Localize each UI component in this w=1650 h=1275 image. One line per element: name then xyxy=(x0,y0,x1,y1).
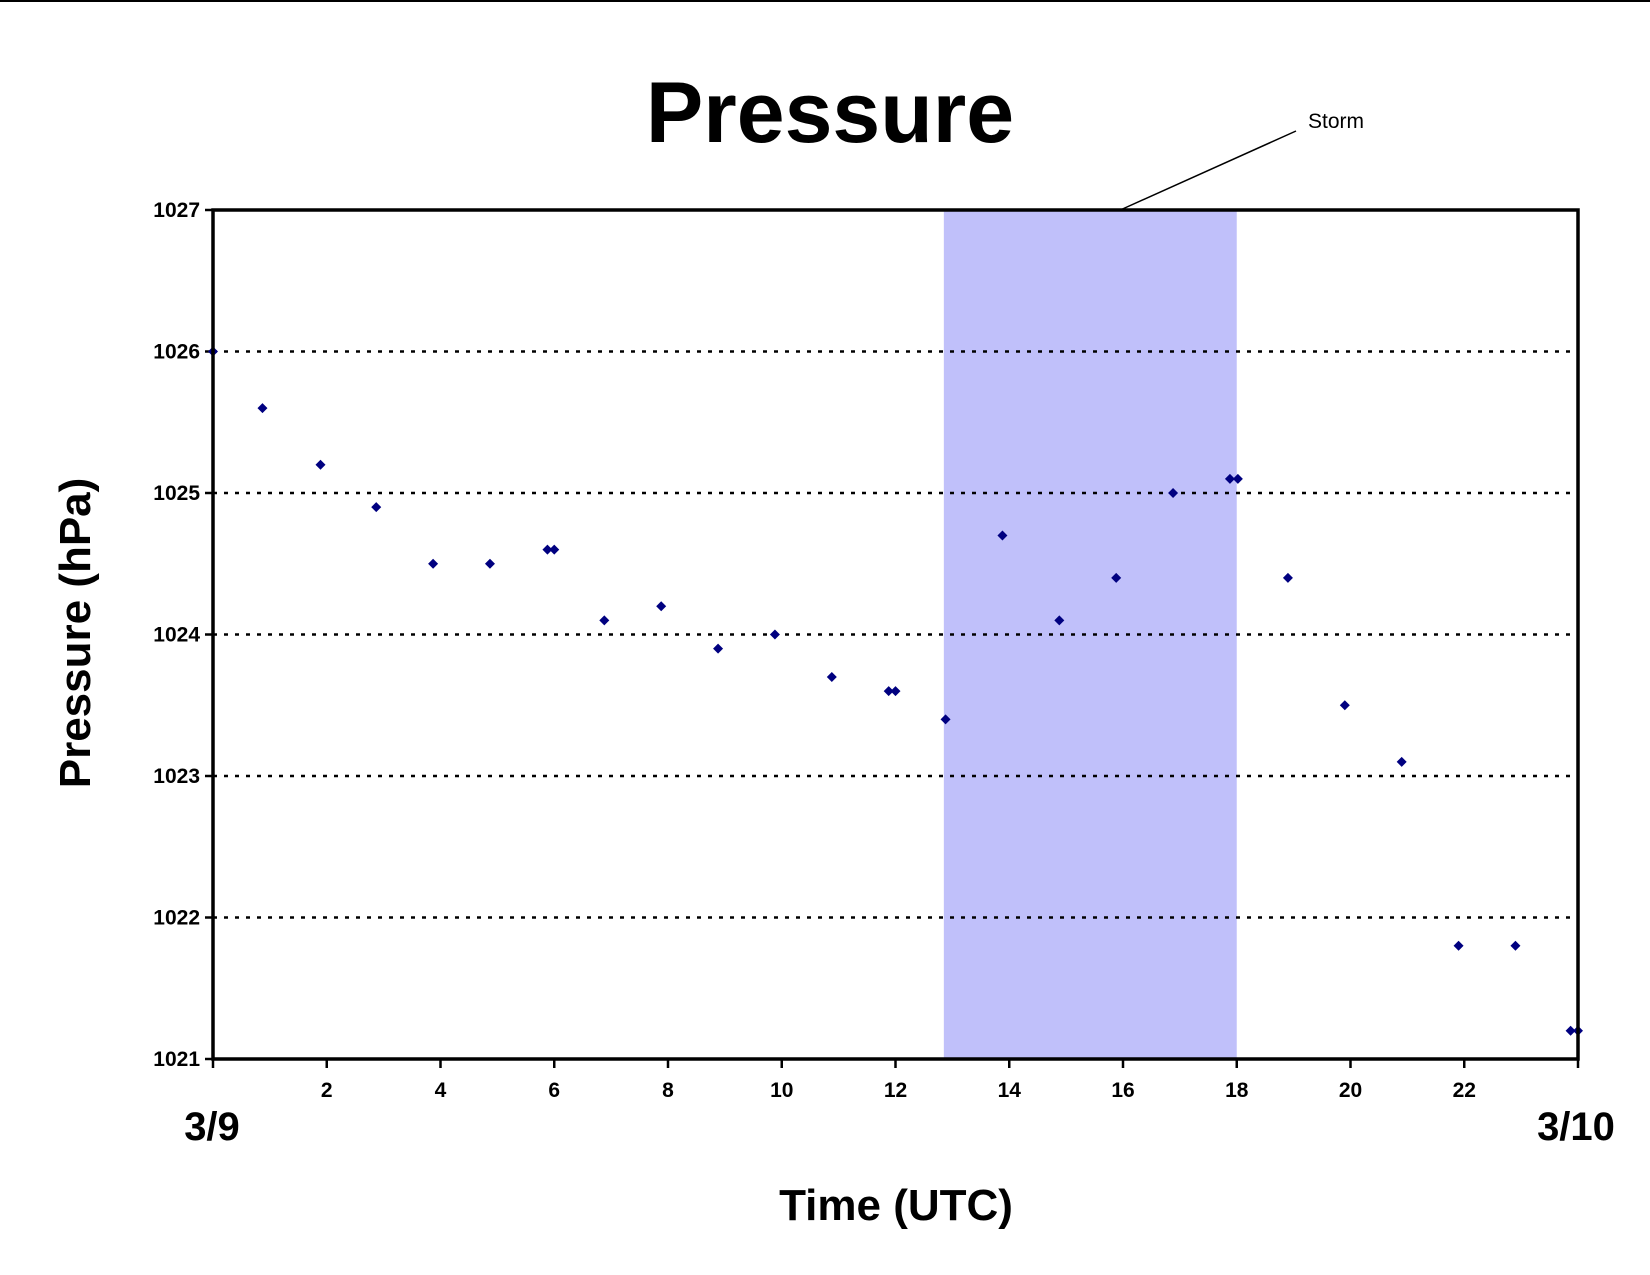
x-tick-label-18: 18 xyxy=(1225,1079,1249,1102)
y-tick-label-1026: 1026 xyxy=(153,341,200,364)
data-points xyxy=(208,346,1583,1036)
storm-leader-line xyxy=(1119,130,1297,211)
y-tick-label-1027: 1027 xyxy=(153,199,200,222)
data-point-10 xyxy=(656,601,667,612)
x-tick-label-14: 14 xyxy=(998,1079,1022,1102)
data-point-5 xyxy=(428,558,439,569)
plot-area-frame xyxy=(211,208,1580,1061)
data-point-2 xyxy=(257,403,268,414)
storm-annotation: Storm xyxy=(943,110,1364,1059)
y-tick-label-1025: 1025 xyxy=(153,482,200,505)
data-point-3 xyxy=(315,459,326,470)
data-point-24 xyxy=(1339,700,1350,711)
date-label-start: 3/9 xyxy=(184,1105,240,1149)
data-point-4 xyxy=(371,502,382,513)
data-point-27 xyxy=(1510,940,1521,951)
data-point-6 xyxy=(484,558,495,569)
x-tick-label-4: 4 xyxy=(435,1079,447,1102)
y-axis-ticks: 1021 1022 1023 1024 1025 1026 1027 xyxy=(153,199,213,1071)
x-tick-label-10: 10 xyxy=(770,1079,793,1102)
data-point-26 xyxy=(1453,940,1464,951)
x-tick-label-16: 16 xyxy=(1111,1079,1134,1102)
data-point-17 xyxy=(997,530,1008,541)
data-point-12 xyxy=(769,629,780,640)
gridlines xyxy=(213,350,1578,919)
data-point-11 xyxy=(713,643,724,654)
data-point-8 xyxy=(549,544,560,555)
x-tick-label-20: 20 xyxy=(1339,1079,1362,1102)
y-tick-label-1024: 1024 xyxy=(153,624,200,647)
x-tick-label-22: 22 xyxy=(1453,1079,1476,1102)
data-point-9 xyxy=(599,615,610,626)
data-point-22 xyxy=(1232,473,1243,484)
x-axis-title: Time (UTC) xyxy=(779,1181,1013,1230)
data-point-28 xyxy=(1565,1025,1576,1036)
storm-shaded-region xyxy=(943,210,1237,1059)
data-point-20 xyxy=(1168,488,1179,498)
x-axis-ticks: 2 4 6 8 10 12 14 16 18 20 22 xyxy=(211,1059,1580,1102)
data-point-7 xyxy=(542,544,553,555)
data-point-23 xyxy=(1282,572,1293,583)
data-point-16 xyxy=(940,714,951,725)
y-tick-label-1023: 1023 xyxy=(153,765,200,788)
y-tick-label-1021: 1021 xyxy=(153,1048,200,1071)
x-tick-label-8: 8 xyxy=(662,1079,674,1102)
storm-label: Storm xyxy=(1308,110,1364,133)
data-point-15 xyxy=(890,686,901,697)
data-point-21 xyxy=(1224,473,1235,484)
data-point-13 xyxy=(826,671,837,682)
y-tick-label-1022: 1022 xyxy=(153,907,200,930)
data-point-14 xyxy=(883,686,894,697)
y-axis-title: Pressure (hPa) xyxy=(51,478,100,789)
date-label-end: 3/10 xyxy=(1537,1105,1615,1149)
x-tick-label-2: 2 xyxy=(321,1079,333,1102)
data-point-19 xyxy=(1111,572,1122,583)
x-tick-label-6: 6 xyxy=(548,1079,560,1102)
data-point-25 xyxy=(1396,756,1407,767)
data-point-18 xyxy=(1054,615,1065,626)
chart-title: Pressure xyxy=(646,65,1014,161)
x-tick-label-12: 12 xyxy=(884,1079,907,1102)
